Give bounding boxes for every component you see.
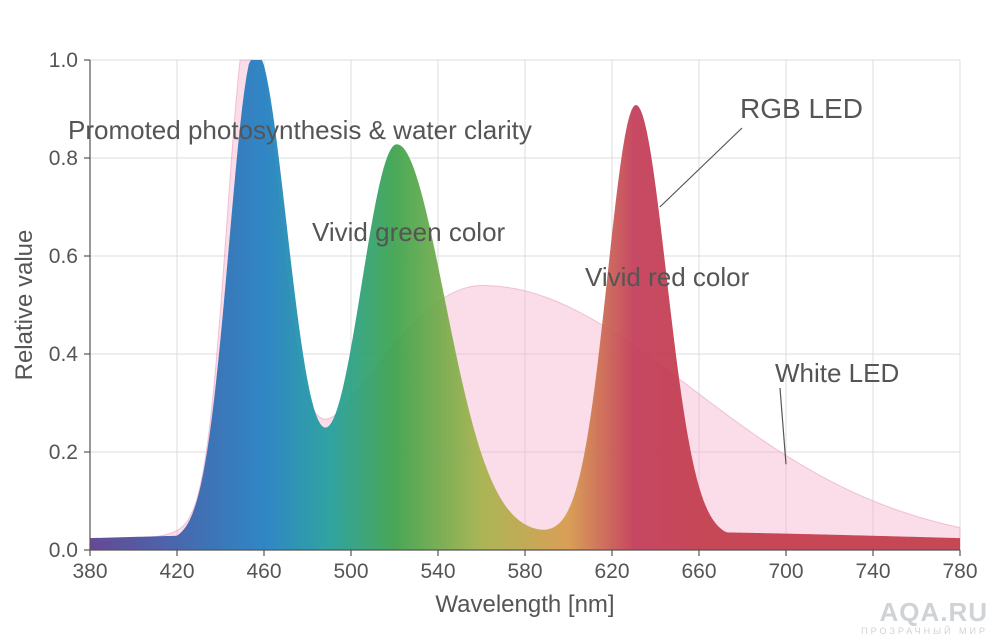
y-tick-label: 0.6 xyxy=(49,245,78,268)
annotation-vivid-green: Vivid green color xyxy=(312,217,505,248)
annotation-promoted: Promoted photosynthesis & water clarity xyxy=(68,115,532,146)
watermark-line1: AQA.RU xyxy=(861,599,988,626)
callout-rgb_led xyxy=(660,128,742,207)
y-tick-label: 1.0 xyxy=(49,49,78,72)
x-tick-label: 700 xyxy=(768,560,803,583)
x-axis-title: Wavelength [nm] xyxy=(435,591,614,618)
x-tick-label: 620 xyxy=(594,560,629,583)
x-tick-label: 500 xyxy=(333,560,368,583)
y-tick-label: 0.0 xyxy=(49,539,78,562)
x-tick-label: 780 xyxy=(942,560,977,583)
x-tick-label: 420 xyxy=(159,560,194,583)
y-axis-title: Relative value xyxy=(11,230,38,381)
x-tick-label: 380 xyxy=(72,560,107,583)
y-tick-label: 0.2 xyxy=(49,441,78,464)
watermark-line2: ПРОЗРАЧНЫЙ МИР xyxy=(861,627,988,636)
x-tick-label: 580 xyxy=(507,560,542,583)
annotation-rgb-led: RGB LED xyxy=(740,93,863,125)
y-tick-label: 0.8 xyxy=(49,147,78,170)
watermark: AQA.RU ПРОЗРАЧНЫЙ МИР xyxy=(861,599,988,636)
y-tick-label: 0.4 xyxy=(49,343,79,366)
x-tick-label: 540 xyxy=(420,560,455,583)
annotation-white-led: White LED xyxy=(775,358,899,389)
annotation-vivid-red: Vivid red color xyxy=(585,262,749,293)
x-tick-label: 660 xyxy=(681,560,716,583)
x-tick-label: 740 xyxy=(855,560,890,583)
x-tick-label: 460 xyxy=(246,560,281,583)
